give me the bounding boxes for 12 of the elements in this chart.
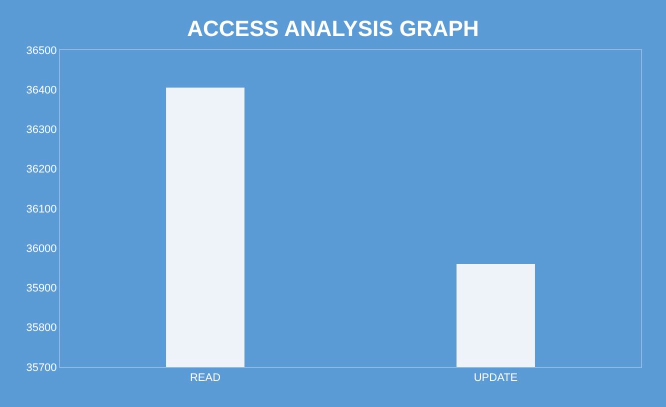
y-tick-label: 36500 — [26, 44, 57, 57]
y-tick-label: 36400 — [26, 84, 57, 96]
y-tick-label: 35900 — [26, 282, 57, 295]
y-tick-label: 35700 — [26, 362, 57, 374]
chart-title: ACCESS ANALYSIS GRAPH — [187, 16, 479, 41]
y-tick-label: 36300 — [26, 124, 57, 136]
y-tick-label: 36100 — [26, 203, 57, 216]
y-tick-label: 36200 — [26, 164, 57, 176]
y-tick-label: 36000 — [26, 242, 57, 255]
x-tick-label: READ — [190, 372, 221, 384]
x-tick-label: UPDATE — [474, 372, 518, 384]
y-tick-label: 35800 — [26, 322, 57, 334]
